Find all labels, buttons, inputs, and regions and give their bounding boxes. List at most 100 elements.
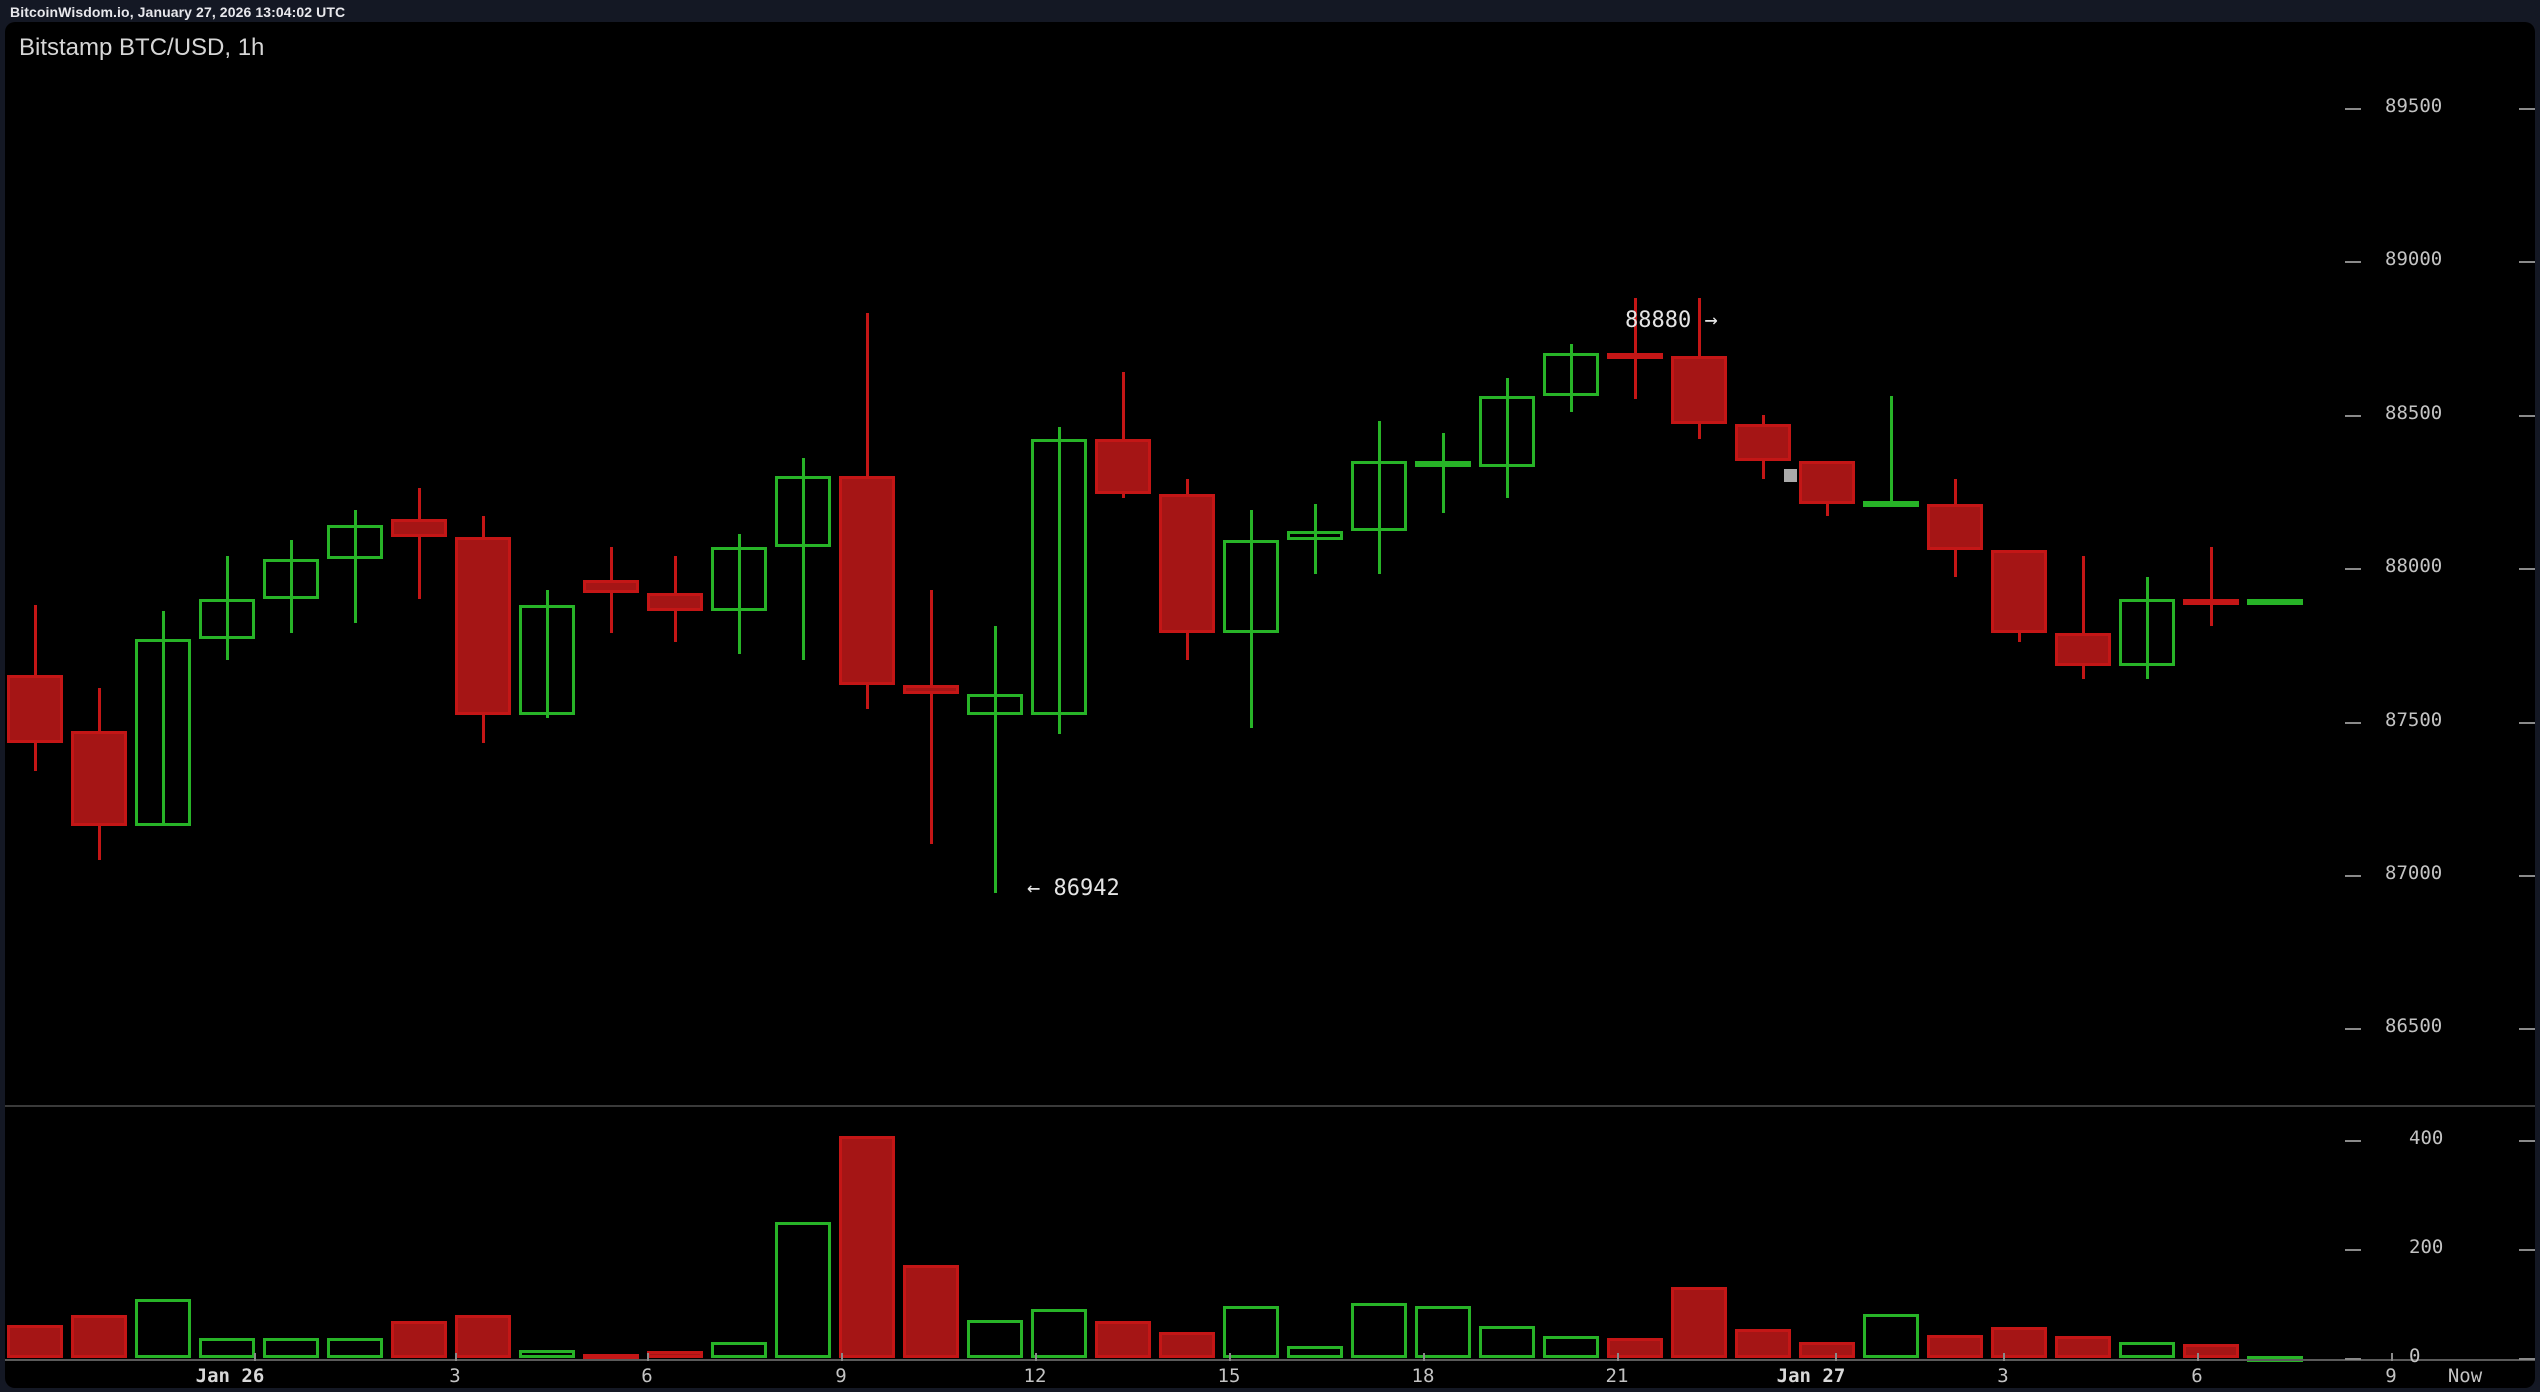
volume-bar[interactable] <box>1607 1338 1663 1358</box>
time-tick-label: Jan 26 <box>195 1365 265 1387</box>
candle-body[interactable] <box>327 525 383 559</box>
candle-body[interactable] <box>1735 423 1791 461</box>
candle-wick <box>1633 298 1637 400</box>
volume-bar[interactable] <box>903 1265 959 1358</box>
candle-body[interactable] <box>1031 439 1087 716</box>
time-tick-label: Jan 27 <box>1776 1365 1846 1387</box>
candle-body[interactable] <box>135 638 191 826</box>
volume-bar[interactable] <box>1799 1341 1855 1358</box>
candle-body[interactable] <box>1863 500 1919 507</box>
volume-bar[interactable] <box>1351 1303 1407 1358</box>
price-axis[interactable]: 89500 89000 88500 88000 87500 87000 86500 400 20… <box>2345 22 2535 1388</box>
candle-body[interactable] <box>391 519 447 538</box>
candle-body[interactable] <box>1991 549 2047 633</box>
volume-bar[interactable] <box>327 1338 383 1358</box>
volume-bar[interactable] <box>839 1135 895 1358</box>
candle-body[interactable] <box>7 675 63 743</box>
volume-bar[interactable] <box>519 1350 575 1358</box>
volume-bar[interactable] <box>1927 1335 1983 1358</box>
candle-body[interactable] <box>903 684 959 694</box>
price-tick-label: 86500 <box>2385 1015 2443 1038</box>
candle-body[interactable] <box>839 476 895 685</box>
candle-body[interactable] <box>1415 460 1471 467</box>
candle-body[interactable] <box>71 730 127 826</box>
volume-bar[interactable] <box>455 1315 511 1358</box>
volume-bar[interactable] <box>391 1320 447 1358</box>
candle-body[interactable] <box>2055 632 2111 667</box>
time-tick-label: 6 <box>2191 1365 2203 1387</box>
candle-wick <box>289 540 293 633</box>
candle-wick <box>737 534 741 654</box>
candle-body[interactable] <box>967 693 1023 716</box>
time-axis[interactable]: Jan 26 3 6 9 12 15 18 21 Jan 27 3 6 9 Now <box>5 1353 2535 1388</box>
volume-bar[interactable] <box>1543 1336 1599 1358</box>
volume-bar[interactable] <box>1159 1331 1215 1358</box>
candle-wick <box>2145 577 2149 679</box>
candle-body[interactable] <box>519 604 575 716</box>
volume-bar[interactable] <box>1671 1287 1727 1358</box>
volume-tick-mark <box>2345 1358 2361 1360</box>
volume-bar[interactable] <box>71 1315 127 1358</box>
volume-bar[interactable] <box>1735 1328 1791 1358</box>
volume-bar[interactable] <box>583 1353 639 1360</box>
volume-bar[interactable] <box>2183 1343 2239 1358</box>
price-tick-mark <box>2345 261 2361 264</box>
volume-bar[interactable] <box>967 1319 1023 1358</box>
volume-bar[interactable] <box>1863 1314 1919 1358</box>
candle-wick <box>1121 371 1125 498</box>
candle-wick <box>417 488 421 599</box>
volume-plot-area[interactable] <box>5 1107 2345 1362</box>
price-tick-mark <box>2345 414 2361 417</box>
price-tick-mark <box>2519 1028 2535 1031</box>
time-tick-mark <box>841 1353 843 1361</box>
candle-body[interactable] <box>2247 598 2303 605</box>
candle-body[interactable] <box>199 598 255 639</box>
price-plot-area[interactable]: 88880 → ← 86942 <box>5 22 2345 1105</box>
volume-bar[interactable] <box>1991 1327 2047 1358</box>
volume-bar[interactable] <box>2055 1336 2111 1358</box>
volume-bar[interactable] <box>263 1338 319 1358</box>
candle-body[interactable] <box>1287 531 1343 541</box>
volume-bar[interactable] <box>1415 1305 1471 1358</box>
time-tick-label: 12 <box>1023 1365 1047 1387</box>
volume-bar[interactable] <box>711 1341 767 1358</box>
volume-bar[interactable] <box>7 1325 63 1358</box>
candle-body[interactable] <box>1479 396 1535 467</box>
candle-body[interactable] <box>1351 460 1407 532</box>
candle-body[interactable] <box>775 476 831 547</box>
candle-wick <box>1569 344 1573 412</box>
time-tick-label: 18 <box>1411 1365 1435 1387</box>
candle-body[interactable] <box>1671 356 1727 424</box>
price-tick-label: 87000 <box>2385 861 2443 884</box>
candle-body[interactable] <box>583 580 639 593</box>
volume-bar[interactable] <box>1223 1305 1279 1358</box>
candle-body[interactable] <box>1607 353 1663 360</box>
volume-bar[interactable] <box>199 1338 255 1358</box>
candle-body[interactable] <box>1095 439 1151 495</box>
candle-body[interactable] <box>2119 598 2175 667</box>
volume-bar[interactable] <box>1031 1308 1087 1358</box>
volume-bar[interactable] <box>2119 1341 2175 1358</box>
candle-body[interactable] <box>647 592 703 612</box>
volume-bar[interactable] <box>647 1351 703 1358</box>
candle-body[interactable] <box>1159 494 1215 633</box>
time-tick-label: 9 <box>2385 1365 2397 1387</box>
candle-wick <box>801 457 805 661</box>
volume-bar[interactable] <box>1479 1326 1535 1358</box>
price-tick-mark <box>2519 414 2535 417</box>
candle-body[interactable] <box>455 537 511 716</box>
candle-wick <box>929 589 933 845</box>
chart-frame[interactable]: Bitstamp BTC/USD, 1h 88880 → ← 86942 Jan … <box>5 22 2535 1388</box>
candle-body[interactable] <box>1799 460 1855 504</box>
volume-bar[interactable] <box>1095 1320 1151 1358</box>
candle-body[interactable] <box>1927 503 1983 550</box>
volume-bar[interactable] <box>1287 1346 1343 1358</box>
candle-body[interactable] <box>711 546 767 612</box>
candle-wick <box>2209 546 2213 627</box>
volume-bar[interactable] <box>135 1299 191 1358</box>
candle-body[interactable] <box>263 558 319 599</box>
candle-body[interactable] <box>1223 540 1279 633</box>
candle-body[interactable] <box>2183 598 2239 605</box>
candle-body[interactable] <box>1543 353 1599 397</box>
volume-bar[interactable] <box>775 1221 831 1358</box>
